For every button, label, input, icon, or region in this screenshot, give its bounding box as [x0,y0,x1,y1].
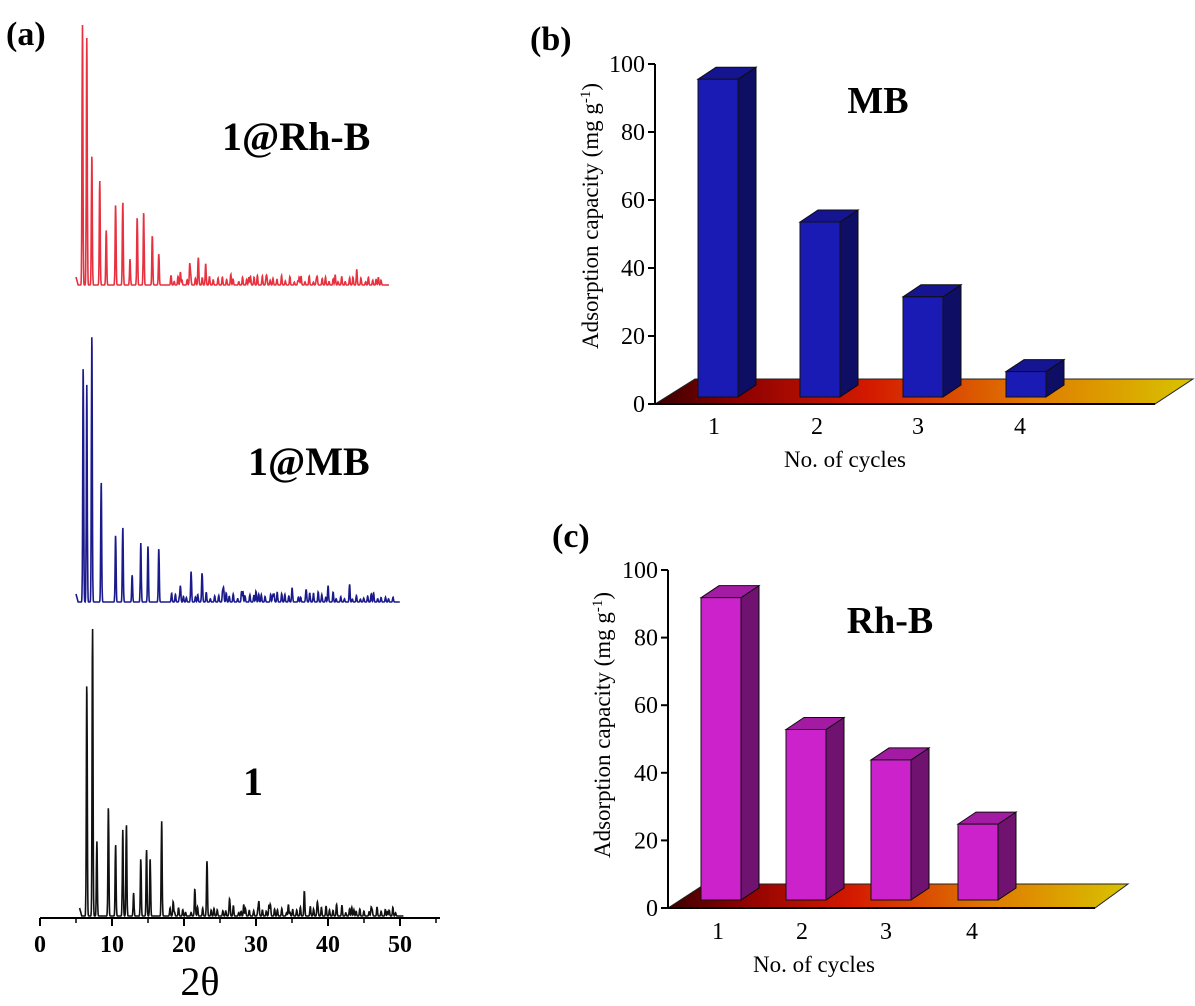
bar-4 [956,811,1018,901]
chart-b: 0 20 40 60 80 100 1 2 3 4 Adsorption capacity (mg … [578,52,1195,472]
bar-3 [869,746,931,901]
y-tick-label-0: 0 [646,896,658,922]
y-tick-label-80: 80 [634,626,658,652]
bar-2 [798,209,860,398]
bar-1 [696,66,758,398]
bar-side-3 [910,746,930,901]
x-tick-label-a-20: 20 [172,932,196,958]
xrd-trace-2 [75,337,400,604]
panel-c: (c) 0 20 40 60 80 100 1 2 3 4 Adsorption capacity … [552,518,1130,977]
bar-side-3 [942,283,962,398]
y-axis-title: Adsorption capacity (mg g-1) [578,83,603,349]
x-tick-label-a-10: 10 [100,932,124,958]
bar-2 [784,716,846,901]
x-tick-label-1: 1 [712,919,724,945]
x-axis-title: No. of cycles [753,952,875,977]
bar-front-3 [902,296,944,398]
y-tick-label-20: 20 [621,324,645,350]
bar-side-2 [825,716,845,901]
panel-a-label: (a) [6,16,46,53]
panel-b-label: (b) [530,21,572,58]
x-tick-label-4: 4 [966,919,978,945]
trace-label-mb: 1@MB [248,439,370,484]
x-tick-label-1: 1 [708,414,720,440]
panel-c-label: (c) [552,518,590,555]
x-tick-label-a-30: 30 [244,932,268,958]
y-tick-label-100: 100 [622,558,658,584]
x-tick-label-2: 2 [811,414,823,440]
xrd-traces [75,24,404,918]
bar-front-1 [700,597,742,901]
bar-front-1 [697,78,739,398]
panel-b: (b) 0 20 40 60 80 100 1 2 3 4 Adsorption capacity … [530,21,1195,472]
bar-3 [901,283,963,398]
y-tick-label-80: 80 [621,120,645,146]
x-tick-label-a-50: 50 [388,932,412,958]
y-tick-label-60: 60 [621,188,645,214]
panel-a: (a) 1@Rh-B 1@MB 1 0 10 20 30 40 50 2θ [6,16,440,1004]
bar-side-2 [839,209,859,398]
x-tick-label-3: 3 [880,919,892,945]
y-tick-label-40: 40 [621,256,645,282]
bar-front-2 [785,728,827,901]
bar-front-3 [870,759,912,901]
y-tick-label-0: 0 [633,392,645,418]
bar-1 [699,584,761,901]
x-tick-label-4: 4 [1014,414,1026,440]
bar-4 [1004,358,1066,398]
y-tick-label-40: 40 [634,761,658,787]
trace-label-1: 1 [243,759,263,804]
chart-title: Rh-B [847,600,934,642]
bar-front-4 [1005,371,1047,398]
y-axis-title: Adsorption capacity (mg g-1) [590,592,615,858]
y-tick-label-100: 100 [609,52,645,78]
chart-title: MB [847,80,908,122]
x-tick-label-a-40: 40 [316,932,340,958]
y-tick-label-20: 20 [634,828,658,854]
chart-c: 0 20 40 60 80 100 1 2 3 4 Adsorption capacity (mg … [590,558,1130,977]
xrd-trace-1 [75,24,389,287]
x-tick-label-2: 2 [796,919,808,945]
trace-label-rhb: 1@Rh-B [222,114,370,159]
y-tick-label-60: 60 [634,693,658,719]
bar-front-4 [957,823,999,901]
bar-side-4 [997,811,1017,901]
x-axis-a-ticks: 0 10 20 30 40 50 [34,918,437,958]
x-tick-label-3: 3 [912,414,924,440]
bar-side-1 [740,584,760,901]
bar-side-1 [737,66,757,398]
x-axis-a-title: 2θ [180,959,219,1004]
bar-front-2 [799,221,841,398]
xrd-trace-3 [78,628,404,918]
x-axis-title: No. of cycles [784,447,906,472]
x-tick-label-a-0: 0 [34,932,46,958]
